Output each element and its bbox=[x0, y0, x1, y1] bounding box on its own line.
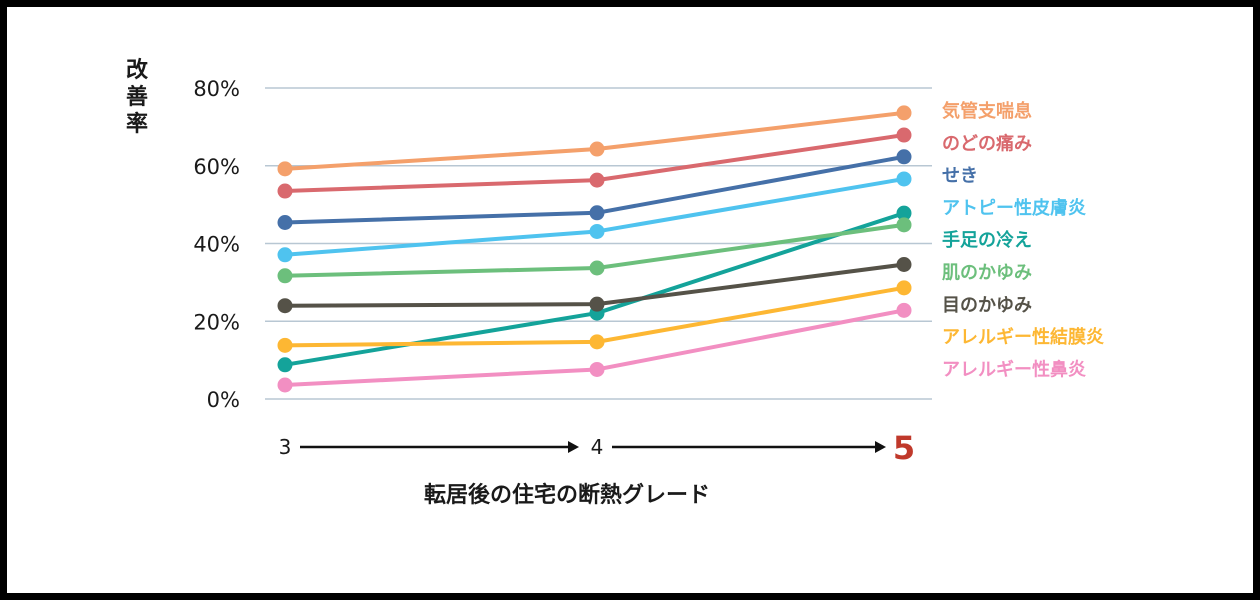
legend-item: 気管支喘息 bbox=[942, 100, 1032, 122]
chart-frame: 改善率 0% 20% 40% 60% 80% 気管支喘息のどの痛みせきアトピー性皮膚炎手… bbox=[7, 7, 1253, 593]
y-tick-label: 80% bbox=[193, 77, 240, 101]
y-axis-label-char: 率 bbox=[126, 111, 148, 137]
y-axis-label-char: 善 bbox=[126, 84, 148, 110]
y-tick-label: 60% bbox=[193, 155, 240, 179]
data-point bbox=[277, 215, 293, 231]
legend-item: 肌のかゆみ bbox=[942, 263, 1032, 284]
data-point bbox=[277, 268, 293, 284]
data-point bbox=[896, 205, 912, 221]
data-point bbox=[589, 172, 605, 188]
y-tick-labels: 0% 20% 40% 60% 80% bbox=[193, 77, 240, 412]
legend-item: アトピー性皮膚炎 bbox=[942, 197, 1086, 219]
data-point bbox=[896, 302, 912, 318]
data-point bbox=[896, 256, 912, 272]
line-chart: 改善率 0% 20% 40% 60% 80% 気管支喘息のどの痛みせきアトピー性皮膚炎手… bbox=[126, 57, 1104, 508]
data-point bbox=[277, 183, 293, 199]
series-points bbox=[277, 105, 912, 393]
x-axis-title: 転居後の住宅の断熱グレード bbox=[424, 482, 710, 508]
data-point bbox=[589, 296, 605, 312]
x-axis: 3 4 5 bbox=[279, 429, 916, 467]
x-tick-label: 5 bbox=[893, 429, 915, 467]
legend: 気管支喘息のどの痛みせきアトピー性皮膚炎手足の冷え肌のかゆみ目のかゆみアレルギー… bbox=[942, 100, 1104, 380]
data-point bbox=[277, 161, 293, 177]
legend-item: 手足の冷え bbox=[942, 229, 1032, 251]
series-line bbox=[284, 110, 905, 171]
data-point bbox=[896, 217, 912, 233]
data-point bbox=[589, 361, 605, 377]
y-tick-label: 20% bbox=[193, 310, 240, 334]
data-point bbox=[277, 357, 293, 373]
gridlines bbox=[265, 87, 932, 400]
data-point bbox=[896, 127, 912, 143]
legend-item: せき bbox=[942, 166, 978, 187]
data-point bbox=[277, 377, 293, 393]
data-point bbox=[896, 280, 912, 296]
x-tick-label: 3 bbox=[279, 435, 292, 459]
data-point bbox=[589, 141, 605, 157]
data-point bbox=[589, 260, 605, 276]
y-tick-label: 40% bbox=[193, 233, 240, 257]
y-axis-label: 改善率 bbox=[126, 57, 149, 137]
data-point bbox=[896, 105, 912, 121]
data-point bbox=[277, 337, 293, 353]
data-point bbox=[896, 149, 912, 165]
y-axis-label-char: 改 bbox=[126, 57, 149, 83]
x-tick-label: 4 bbox=[591, 435, 604, 459]
data-point bbox=[589, 205, 605, 221]
y-tick-label: 0% bbox=[207, 388, 240, 412]
arrow-head-icon bbox=[875, 441, 886, 453]
legend-item: アレルギー性結膜炎 bbox=[942, 326, 1104, 348]
data-point bbox=[277, 247, 293, 263]
data-point bbox=[896, 171, 912, 187]
data-point bbox=[589, 334, 605, 350]
data-point bbox=[277, 298, 293, 314]
arrow-head-icon bbox=[568, 441, 579, 453]
legend-item: のどの痛み bbox=[942, 132, 1032, 154]
data-point bbox=[589, 223, 605, 239]
legend-item: 目のかゆみ bbox=[942, 295, 1032, 316]
legend-item: アレルギー性鼻炎 bbox=[942, 358, 1086, 380]
